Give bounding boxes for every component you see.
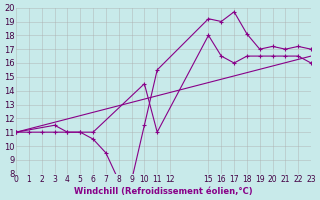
X-axis label: Windchill (Refroidissement éolien,°C): Windchill (Refroidissement éolien,°C) [74,187,253,196]
